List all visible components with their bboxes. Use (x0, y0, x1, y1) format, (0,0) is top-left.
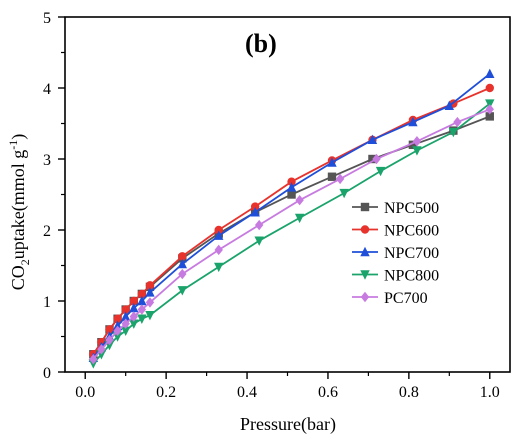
data-point-npc500 (327, 172, 337, 181)
data-point-npc700 (214, 230, 224, 240)
data-point-npc600 (287, 177, 296, 186)
x-tick-label: 1.0 (480, 384, 500, 401)
data-point-npc600 (178, 252, 187, 261)
data-point-npc600 (485, 83, 494, 93)
data-point-pc700 (145, 297, 155, 308)
data-point-pc700 (214, 244, 223, 256)
x-tick-label: 0.4 (237, 384, 257, 401)
data-point-npc700 (145, 287, 155, 297)
data-point-npc600 (105, 325, 114, 334)
data-point-npc800 (137, 314, 147, 324)
legend-label-npc600: NPC600 (384, 223, 439, 240)
data-point-npc800 (412, 146, 422, 156)
data-point-npc700 (129, 302, 139, 313)
data-point-npc800 (448, 127, 459, 138)
data-point-npc800 (375, 166, 386, 177)
y-tick-label: 0 (43, 365, 51, 382)
data-point-npc800 (177, 286, 188, 296)
legend-item-npc700: NPC700 (352, 245, 439, 262)
data-point-npc600 (145, 281, 155, 290)
y-axis-title-superscript: -1 (6, 140, 20, 150)
data-point-pc700 (178, 268, 187, 280)
x-tick-label: 0.6 (318, 384, 338, 401)
legend-label-npc700: NPC700 (384, 245, 439, 262)
data-point-pc700 (485, 104, 494, 115)
y-axis-title: CO2uptake(mmol g-1) (6, 134, 32, 291)
data-point-npc700 (250, 207, 260, 217)
series-npc800 (88, 99, 495, 369)
data-point-npc500 (485, 112, 494, 121)
data-point-npc800 (339, 188, 349, 199)
data-point-npc800 (294, 213, 305, 224)
data-point-pc700 (105, 334, 114, 346)
data-point-pc700 (113, 325, 122, 337)
data-point-npc500 (408, 140, 418, 149)
data-point-npc700 (485, 68, 495, 78)
data-point-npc600 (129, 296, 138, 306)
y-tick-label: 5 (43, 10, 51, 27)
y-axis-title-prefix: CO (8, 265, 28, 290)
data-point-npc700 (286, 182, 297, 192)
legend-marker-npc800 (360, 270, 370, 280)
legend-label-pc700: PC700 (384, 290, 428, 307)
data-point-pc700 (453, 116, 462, 128)
data-point-pc700 (295, 194, 304, 206)
data-point-pc700 (89, 354, 98, 365)
data-point-npc700 (177, 258, 188, 269)
y-axis-title-subscript: 2 (18, 259, 32, 265)
data-point-npc700 (327, 157, 337, 167)
legend-label-npc500: NPC500 (384, 200, 439, 217)
y-axis-title-middle: uptake(mmol g (8, 150, 29, 259)
data-point-npc800 (254, 236, 264, 246)
legend-item-pc700: PC700 (352, 290, 428, 307)
x-axis-title: Pressure(bar) (240, 414, 336, 435)
x-tick-label: 0.0 (75, 384, 95, 401)
data-point-npc800 (120, 326, 131, 337)
data-point-npc600 (250, 202, 260, 211)
legend-marker-npc600 (360, 225, 370, 234)
legend-item-npc800: NPC800 (352, 268, 439, 285)
panel-label: (b) (245, 29, 277, 58)
data-point-npc700 (137, 295, 147, 306)
data-point-npc700 (408, 116, 418, 127)
data-point-npc800 (214, 262, 224, 273)
y-tick-label: 2 (43, 223, 51, 240)
data-point-pc700 (412, 136, 422, 147)
data-point-pc700 (129, 311, 138, 322)
plot-area (88, 68, 495, 369)
data-point-npc700 (367, 134, 378, 145)
y-tick-label: 3 (43, 152, 51, 169)
data-point-pc700 (137, 304, 147, 315)
data-point-pc700 (121, 318, 130, 329)
data-point-pc700 (372, 153, 381, 165)
legend-marker-npc700 (360, 246, 370, 257)
data-point-pc700 (254, 219, 264, 231)
data-point-npc700 (120, 311, 131, 321)
legend-item-npc500: NPC500 (352, 200, 439, 217)
legend-marker-pc700 (360, 291, 370, 303)
x-tick-label: 0.8 (399, 384, 419, 401)
data-point-npc600 (121, 305, 130, 314)
y-tick-label: 4 (43, 81, 51, 98)
legend-item-npc600: NPC600 (352, 223, 439, 240)
legend-marker-npc500 (360, 202, 370, 212)
data-point-npc800 (145, 311, 155, 321)
x-tick-label: 0.2 (156, 384, 176, 401)
data-point-pc700 (97, 344, 106, 355)
legend: NPC500 NPC600 NPC700 NPC800 PC700 (352, 200, 439, 307)
data-point-npc600 (214, 225, 223, 235)
data-point-npc600 (113, 314, 122, 323)
data-point-npc600 (137, 289, 147, 299)
y-axis-title-suffix: ) (8, 134, 29, 140)
data-point-pc700 (335, 173, 345, 185)
data-point-npc700 (444, 100, 455, 110)
y-tick-label: 1 (43, 294, 51, 311)
series-pc700 (89, 104, 494, 365)
legend-label-npc800: NPC800 (384, 268, 439, 285)
data-point-npc800 (129, 319, 139, 329)
data-point-npc500 (287, 190, 296, 199)
axes: 0.0 0.2 0.4 0.6 0.8 1.0 0 1 2 3 4 5 (43, 10, 511, 401)
